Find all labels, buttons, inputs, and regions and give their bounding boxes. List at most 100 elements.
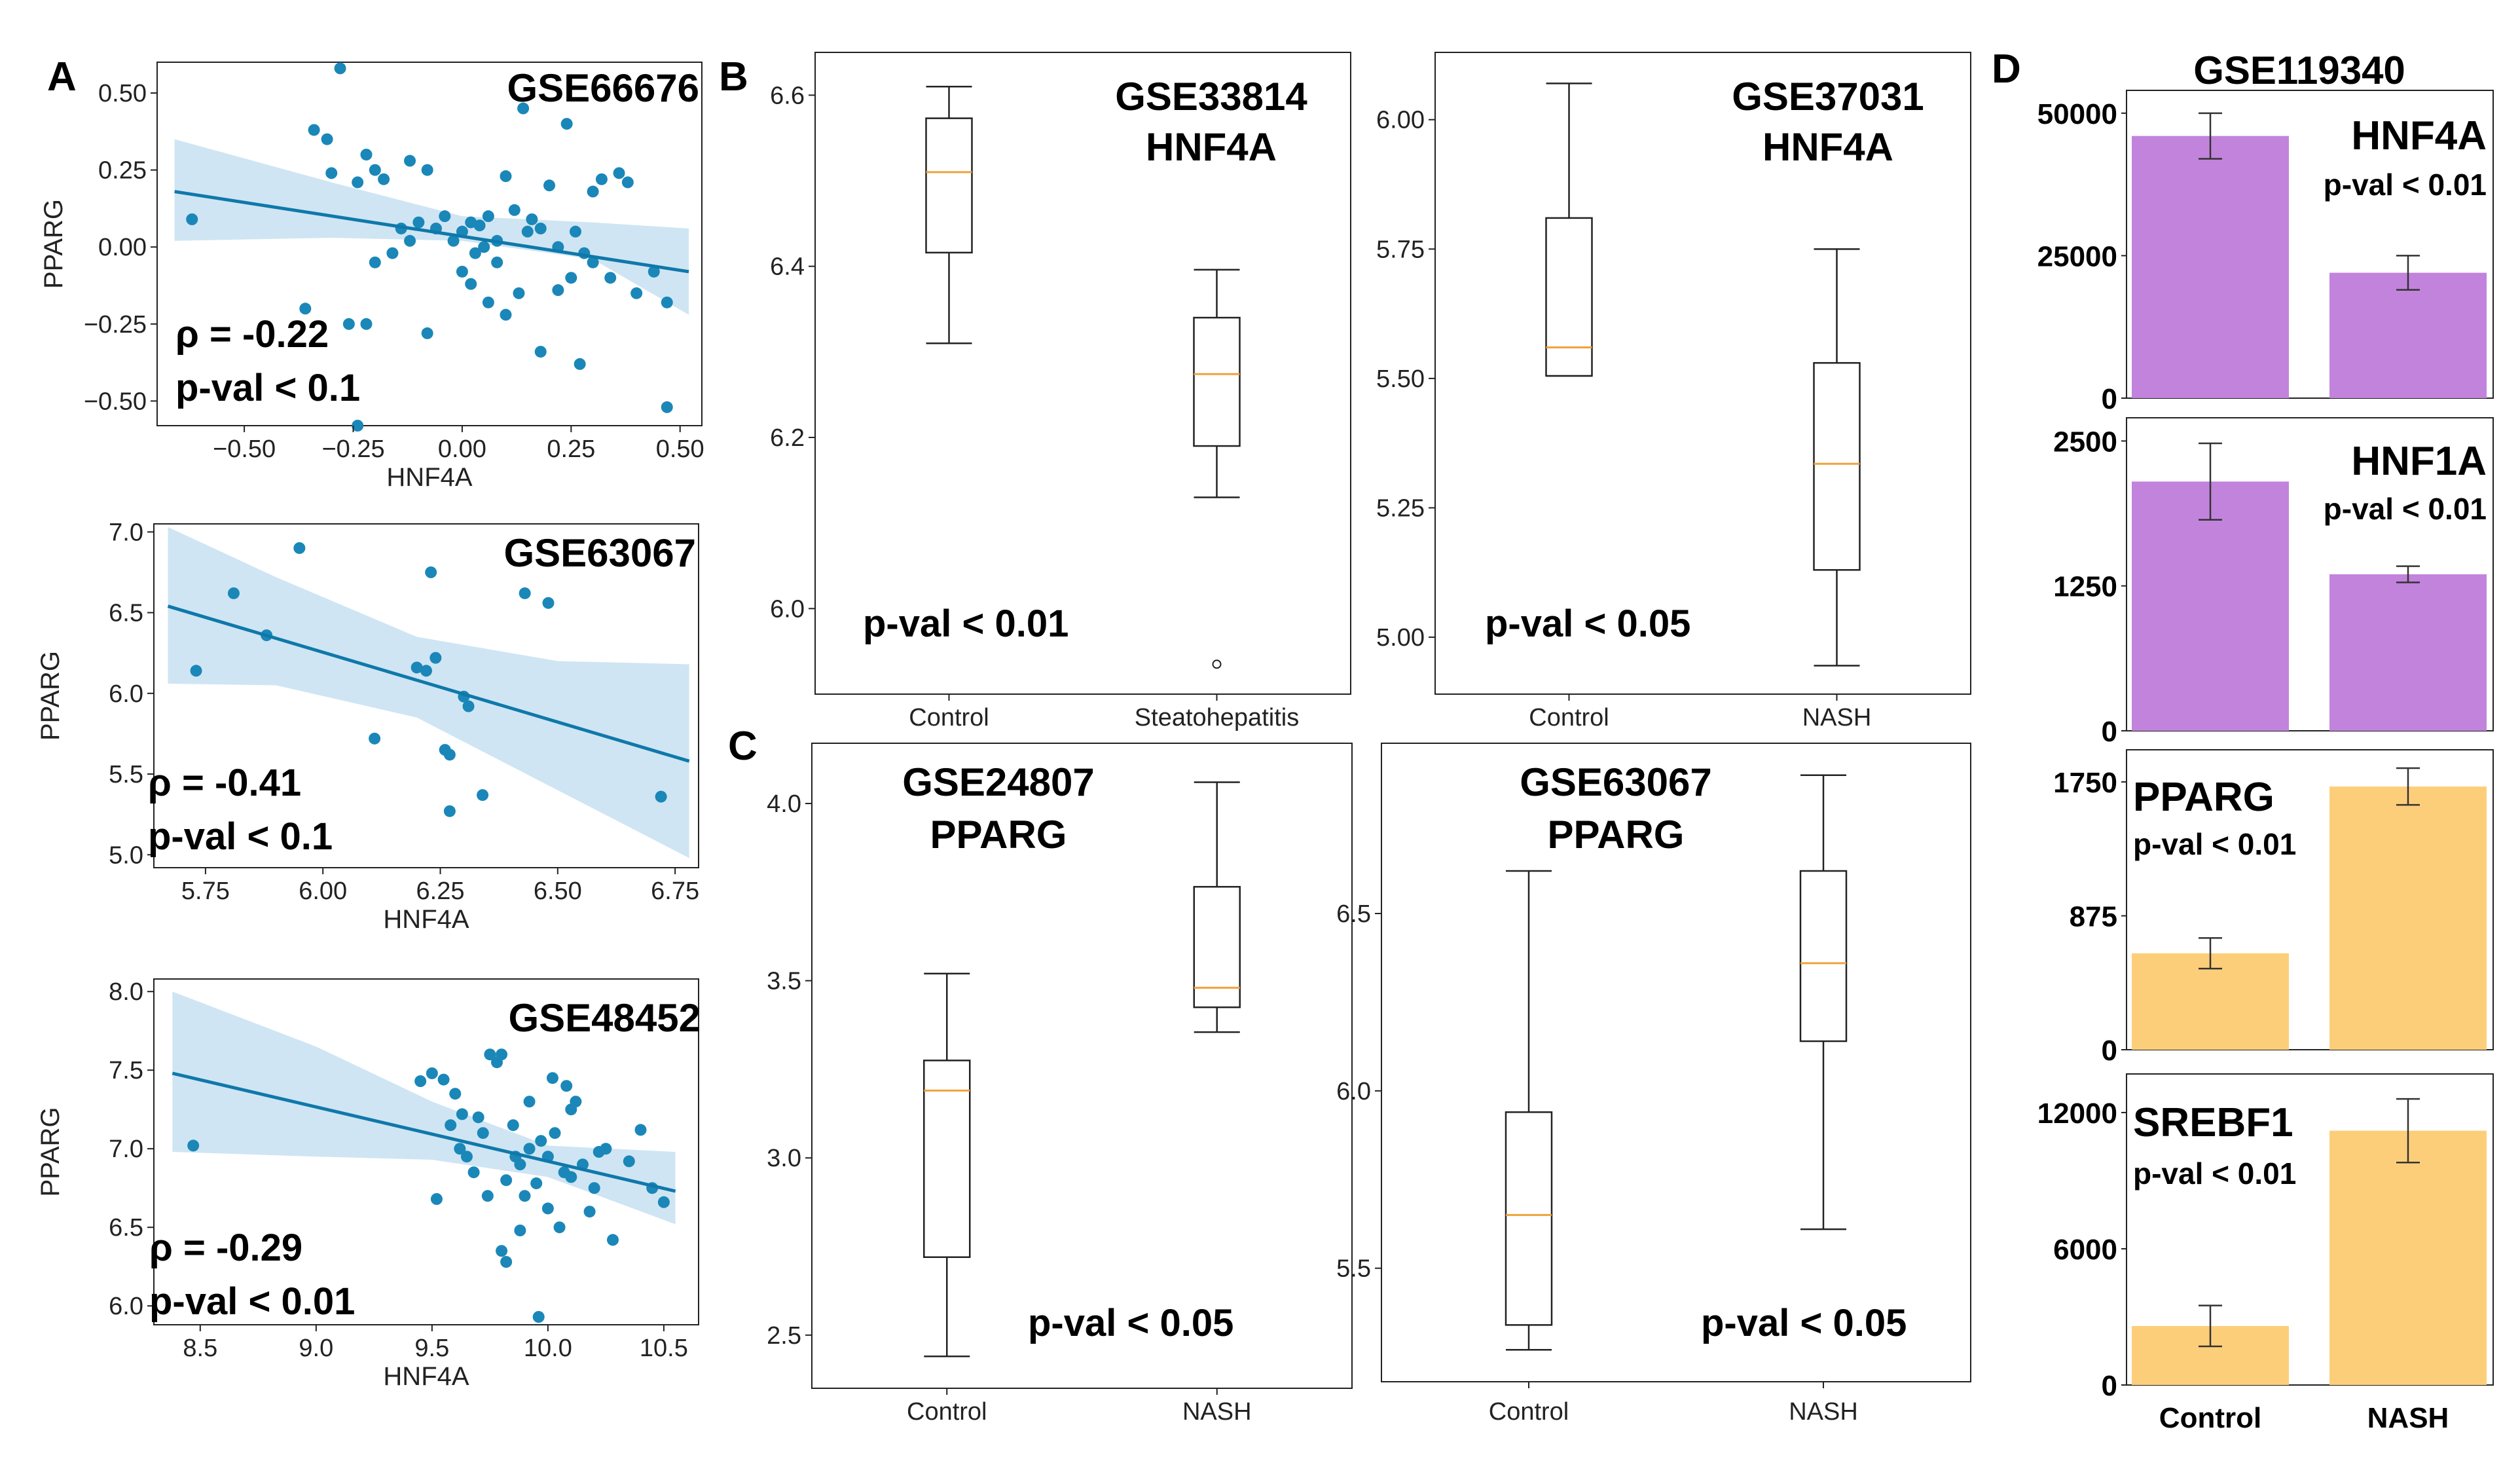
data-point [477,1127,489,1139]
data-point [607,1234,619,1246]
data-point [583,1206,596,1218]
data-point [508,204,520,216]
interquartile-box [1799,870,1848,1043]
y-tick-label: 3.5 [767,968,801,995]
gene-title: HNF4A [2351,113,2487,158]
data-point [534,346,547,358]
y-tick-label: 1250 [2053,571,2117,603]
correlation-value: ρ = -0.29 [149,1227,302,1269]
category-label: Control [909,704,989,731]
data-point [456,1108,468,1120]
data-point [574,358,586,370]
data-point [430,1193,443,1205]
data-point [421,327,433,339]
data-point [546,1072,558,1084]
category-label: NASH [1802,704,1872,731]
data-point [519,1190,531,1202]
box-nash [1799,774,1848,1230]
charts-layer: −0.50 −0.25 0.00 0.25 0.50 −0.50 −0.25 0.00 0.25… [36,48,2494,1434]
data-point [500,170,512,183]
data-point [661,296,673,308]
gene-title: HNF1A [2351,439,2487,484]
data-point [404,155,416,167]
data-point [360,149,373,161]
y-tick-label: 0 [2102,1370,2117,1402]
box-chart-b1: Control Steatohepatitis 6.0 6.2 6.4 6.6 GSE338… [770,52,1351,731]
data-point [519,587,531,599]
y-tick-label: 0.25 [98,157,147,185]
data-point [473,219,486,232]
y-tick-label: 6.2 [770,424,805,452]
y-tick-label: 6.0 [109,680,143,708]
data-point [507,1119,519,1132]
data-point [549,1127,561,1139]
interquartile-box [1813,361,1861,571]
data-point [565,272,577,284]
y-axis-label: PPARG [39,199,68,289]
confidence-band [168,526,689,859]
data-point [500,1174,513,1187]
y-tick-label: 8.0 [109,978,143,1006]
dataset-title: GSE119340 [2193,48,2405,92]
data-point [369,256,381,268]
data-point [465,278,477,290]
data-point [443,805,456,817]
data-point [412,216,425,229]
y-tick-label: 25000 [2037,240,2117,272]
regression-line [167,604,690,763]
x-tick-label: 6.50 [534,877,582,905]
data-point [587,185,599,198]
y-tick-label: 0.00 [98,234,147,261]
gene-title: HNF4A [1762,125,1893,169]
bar-chart-d3: 0 875 1750 PPARG p-val < 0.01 [2053,749,2494,1067]
box-control [1505,870,1553,1351]
y-tick-label: 2500 [2053,426,2117,458]
x-tick-label: −0.50 [213,435,276,463]
data-point [523,1143,536,1155]
data-point [523,1096,536,1108]
box-control [923,972,971,1357]
y-tick-label: 6.0 [109,1293,143,1320]
data-point [426,1067,438,1079]
plot-frame [814,52,1351,695]
data-point [445,1119,457,1132]
data-point [386,247,399,259]
data-point [588,1182,600,1194]
y-tick-label: 6.5 [109,1214,143,1242]
data-point [526,213,538,225]
data-point [634,1124,647,1136]
data-point [425,566,437,578]
data-point [491,256,503,268]
bar-nash [2329,1130,2487,1385]
dataset-title: GSE24807 [902,760,1095,804]
data-point [655,790,667,803]
y-tick-label: 0 [2102,716,2117,748]
scatter-chart-a1: −0.50 −0.25 0.00 0.25 0.50 −0.50 −0.25 0.00 0.25… [39,62,704,492]
data-point [308,124,320,136]
data-point [342,318,355,330]
interquartile-box [1193,316,1241,447]
dataset-title: GSE33814 [1115,75,1307,119]
data-point [414,1075,427,1087]
data-point [469,247,481,259]
y-tick-label: 12000 [2037,1098,2117,1130]
y-tick-label: 6.0 [770,595,805,623]
data-point [378,173,390,185]
data-point [587,256,599,268]
data-point [514,1225,526,1236]
x-tick-label: 0.50 [656,435,704,463]
y-tick-label: 7.5 [109,1057,143,1084]
y-tick-label: 7.0 [109,519,143,546]
scatter-chart-a2: 5.75 6.00 6.25 6.50 6.75 5.0 5.5 6.0 6.5 7.0 HNF4A… [36,519,699,934]
category-label: NASH [1789,1398,1858,1426]
data-point [648,265,660,278]
x-tick-label: −0.25 [321,435,384,463]
data-point [190,665,202,677]
y-tick-label: 0 [2102,1035,2117,1067]
p-value: p-val < 0.1 [148,815,333,858]
data-point [449,1088,462,1100]
x-tick-label: 10.5 [640,1335,688,1362]
y-tick-label: 1750 [2053,767,2117,799]
y-tick-label: 5.0 [109,841,143,869]
y-tick-label: −0.50 [84,388,147,415]
